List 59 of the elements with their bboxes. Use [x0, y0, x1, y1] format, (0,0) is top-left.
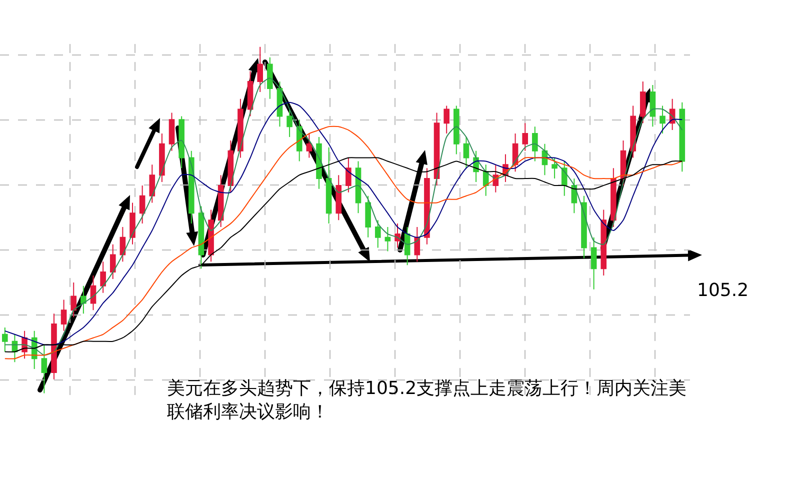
- candlestick: [296, 119, 302, 162]
- candlestick: [316, 136, 322, 190]
- candlestick: [522, 122, 528, 152]
- candlestick: [679, 102, 686, 172]
- candlestick: [159, 133, 165, 182]
- candlestick: [404, 226, 410, 266]
- candlestick: [41, 344, 48, 394]
- candlestick: [218, 174, 224, 228]
- candlestick: [454, 105, 460, 155]
- candlestick: [188, 150, 194, 224]
- candlestick: [247, 70, 254, 117]
- candlestick: [228, 140, 234, 193]
- candlestick: [267, 56, 273, 100]
- candlestick: [650, 84, 656, 128]
- candlestick: [110, 244, 116, 280]
- candlestick: [120, 226, 126, 262]
- candlestick: [90, 275, 96, 311]
- candlestick: [60, 299, 67, 332]
- candlestick: [336, 174, 342, 221]
- candlestick: [630, 105, 636, 158]
- annotation: 美元在多头趋势下，保持105.2支撑点上走震荡上行！周内关注美联储利率决议影响！: [167, 378, 687, 422]
- candlestick: [355, 160, 362, 214]
- candlestick: [51, 313, 57, 380]
- candlestick: [346, 157, 352, 193]
- candlestick: [238, 98, 244, 158]
- candlestick: [70, 282, 77, 318]
- candlestick: [326, 146, 332, 224]
- candlestick: [168, 112, 175, 152]
- candlestick: [208, 209, 214, 262]
- candlestick: [178, 116, 184, 169]
- candlestick: [660, 105, 666, 134]
- candlestick: [463, 136, 470, 169]
- candlestick: [610, 168, 616, 228]
- candlestick: [600, 209, 607, 276]
- candlestick: [286, 108, 292, 138]
- candlestick: [130, 202, 136, 245]
- candlestick: [276, 81, 283, 128]
- candlestick: [139, 184, 146, 224]
- candlestick: [306, 133, 312, 158]
- candlestick: [552, 157, 558, 180]
- candlestick: [2, 326, 8, 352]
- candlestick: [482, 164, 489, 196]
- candlestick: [374, 220, 381, 248]
- candlestick: [80, 285, 86, 314]
- candlestick: [581, 195, 587, 259]
- candlestick: [590, 236, 597, 290]
- candlestick: [384, 226, 391, 252]
- candlestick: [257, 46, 263, 92]
- candlestick: [561, 160, 568, 196]
- candlestick: [365, 195, 371, 238]
- candlestick: [100, 261, 106, 294]
- candlestick: [149, 164, 156, 204]
- text: 105.2: [697, 280, 749, 301]
- candlestick: [424, 168, 430, 245]
- candlestick: [532, 126, 538, 162]
- candlestick: [434, 112, 440, 186]
- candlestick: [414, 226, 420, 262]
- candlestick: [444, 105, 450, 134]
- candlestick: [198, 206, 204, 270]
